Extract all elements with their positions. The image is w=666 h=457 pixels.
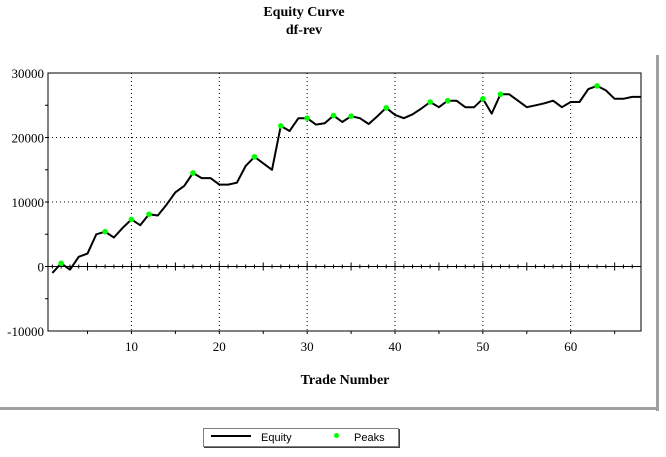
peak-point: [102, 228, 108, 235]
y-tick-label--10000: -10000: [7, 324, 44, 339]
legend: Equity Peaks: [203, 428, 399, 447]
chart-subtitle: df-rev: [286, 23, 322, 38]
grid-lines: [48, 73, 641, 331]
peak-point: [128, 216, 135, 223]
peak-point: [383, 105, 390, 111]
y-axis-tick-labels: 30000 20000 10000 0 -10000: [7, 66, 44, 339]
x-axis-tick-labels: 10 20 30 40 50 60: [125, 339, 577, 354]
panel-shadow-bottom: [0, 407, 659, 410]
peak-point: [58, 260, 64, 267]
chart-title: Equity Curve: [263, 5, 344, 20]
y-tick-label-10000: 10000: [12, 195, 45, 210]
y-tick-label-0: 0: [38, 260, 45, 275]
peak-point: [444, 97, 451, 104]
peak-point: [497, 91, 504, 98]
x-axis-label: Trade Number: [301, 373, 390, 388]
x-tick-label-30: 30: [301, 339, 314, 354]
legend-equity-label: Equity: [261, 432, 292, 444]
x-tick-label-40: 40: [389, 339, 402, 354]
panel-shadow-right: [656, 55, 659, 411]
equity-chart: Equity Curve df-rev 30000 20000 10000 0 -100…: [7, 5, 642, 388]
peak-point: [330, 112, 337, 119]
series-layer: [51, 83, 641, 274]
peak-point: [190, 170, 196, 176]
y-tick-label-30000: 30000: [12, 66, 45, 81]
peak-point: [251, 154, 258, 160]
peak-point: [278, 123, 284, 129]
axis-ticks: [45, 104, 633, 334]
series-peaks: [58, 83, 600, 267]
y-tick-label-20000: 20000: [12, 131, 45, 146]
peak-point: [304, 115, 310, 121]
x-tick-label-20: 20: [213, 339, 226, 354]
legend-peaks-dot-swatch: [334, 433, 339, 438]
peak-point: [348, 113, 354, 120]
legend-peaks-label: Peaks: [354, 432, 385, 444]
x-tick-label-60: 60: [564, 339, 577, 354]
legend-equity-line-swatch: [211, 435, 251, 437]
x-tick-label-50: 50: [476, 339, 489, 354]
chart-panel: Equity Curve df-rev 30000 20000 10000 0 -100…: [0, 5, 659, 411]
peak-point: [480, 96, 486, 102]
peak-point: [146, 211, 152, 218]
peak-point: [594, 83, 600, 89]
peak-point: [427, 99, 433, 105]
x-tick-label-10: 10: [125, 339, 138, 354]
